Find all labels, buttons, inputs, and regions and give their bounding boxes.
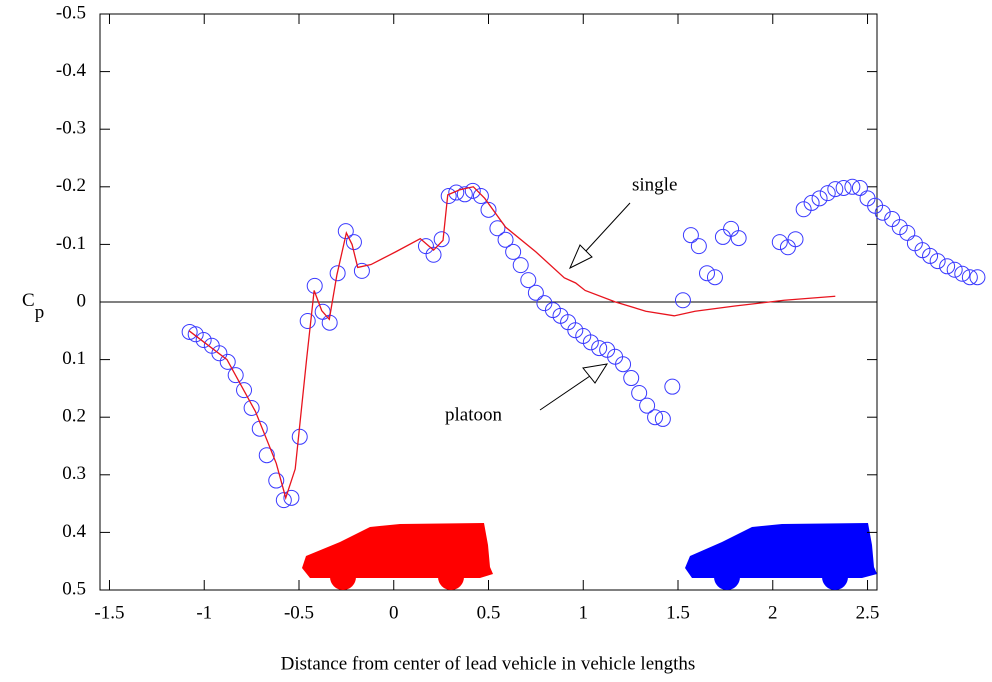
point: [536, 295, 553, 312]
y-tick-label: 0.2: [62, 406, 86, 427]
point: [647, 409, 664, 426]
point: [456, 186, 473, 203]
y-tick-label: -0.2: [56, 175, 86, 196]
point: [803, 194, 820, 211]
red-car: [302, 523, 493, 590]
y-tick-label: -0.3: [56, 118, 86, 139]
point: [929, 253, 946, 270]
point: [268, 472, 285, 489]
x-axis-label: Distance from center of lead vehicle in …: [281, 653, 696, 674]
point: [946, 261, 963, 278]
point: [489, 220, 506, 237]
point: [505, 243, 522, 260]
point: [874, 204, 891, 221]
point: [615, 356, 632, 373]
point: [520, 272, 537, 289]
point: [227, 367, 244, 384]
y-axis-label: Cp: [22, 290, 44, 323]
point: [353, 262, 370, 279]
point: [433, 231, 450, 248]
point: [835, 179, 852, 196]
y-tick-label: 0.5: [62, 578, 86, 599]
point: [690, 238, 707, 255]
point: [654, 410, 671, 427]
point: [682, 227, 699, 244]
point: [639, 397, 656, 414]
point: [706, 269, 723, 286]
point: [819, 185, 836, 202]
x-tick-label: 0: [389, 602, 399, 623]
x-tick-label: 1: [579, 602, 589, 623]
x-tick-label: 2: [768, 602, 778, 623]
point: [236, 382, 253, 399]
y-tick-label: -0.4: [56, 60, 87, 81]
point: [969, 269, 986, 286]
annotation-arrow: [539, 202, 631, 411]
point: [425, 246, 442, 263]
x-tick-label: 2.5: [856, 602, 880, 623]
point: [851, 179, 868, 196]
y-tick-label: -0.1: [56, 233, 86, 254]
point: [440, 188, 457, 205]
point: [714, 228, 731, 245]
point: [243, 399, 260, 416]
point: [464, 182, 481, 199]
y-label-base: C: [22, 290, 35, 311]
y-tick-label: 0.4: [62, 521, 86, 542]
point: [299, 313, 316, 330]
y-tick-label: 0.1: [62, 348, 86, 369]
point: [899, 224, 916, 241]
point: [187, 326, 204, 343]
point: [779, 239, 796, 256]
point: [195, 332, 212, 349]
point: [811, 190, 828, 207]
point: [337, 223, 354, 240]
point: [827, 181, 844, 198]
point: [954, 265, 971, 282]
point: [497, 231, 514, 248]
point: [961, 269, 978, 286]
point: [591, 340, 608, 357]
y-label-sub: p: [35, 302, 45, 323]
point: [664, 378, 681, 395]
point: [567, 322, 584, 339]
point: [472, 188, 489, 205]
y-tick-label: -0.5: [56, 2, 86, 23]
point: [939, 258, 956, 275]
point: [527, 284, 544, 301]
y-tick-label: 0.3: [62, 463, 86, 484]
point: [771, 234, 788, 251]
point: [211, 345, 228, 362]
x-tick-label: -1: [196, 602, 212, 623]
point: [219, 353, 236, 370]
point: [283, 489, 300, 506]
point: [258, 447, 275, 464]
x-tick-label: 0.5: [477, 602, 501, 623]
point: [512, 257, 529, 274]
point: [582, 334, 599, 351]
point: [674, 292, 691, 309]
point: [795, 201, 812, 218]
point: [329, 265, 346, 282]
y-tick-label: 0: [77, 290, 87, 311]
x-tick-label: 1.5: [666, 602, 690, 623]
point: [699, 265, 716, 282]
point: [723, 220, 740, 237]
point: [730, 230, 747, 247]
line: [188, 186, 836, 501]
point: [448, 184, 465, 201]
x-tick-label: -1.5: [94, 602, 124, 623]
point: [480, 201, 497, 218]
annotation: single: [632, 174, 677, 195]
blue-car: [685, 523, 877, 590]
point: [787, 231, 804, 248]
point: [623, 370, 640, 387]
point: [631, 385, 648, 402]
x-tick-label: -0.5: [284, 602, 314, 623]
annotation: platoon: [445, 404, 502, 425]
point: [844, 178, 861, 195]
point: [417, 238, 434, 255]
